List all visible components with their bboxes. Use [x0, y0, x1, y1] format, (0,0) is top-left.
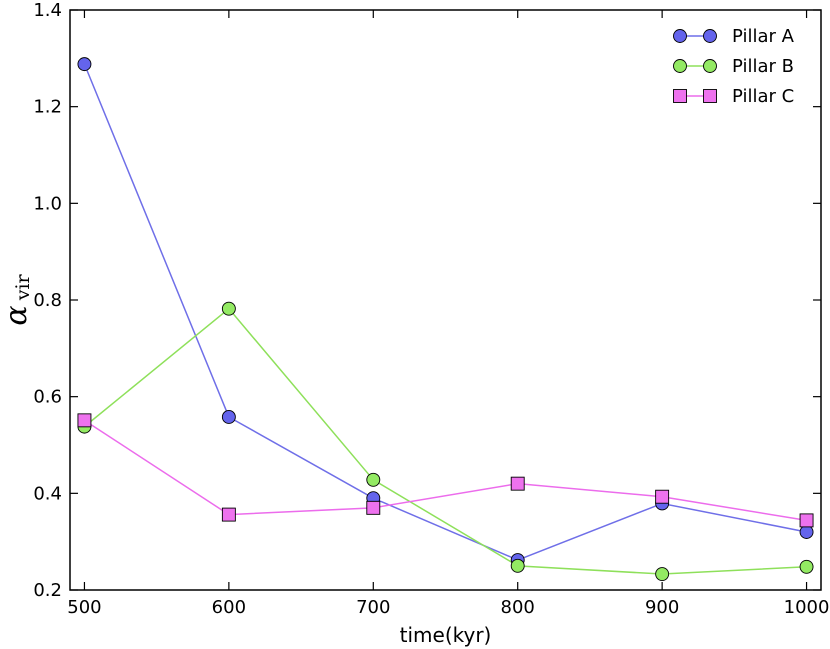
y-tick-label: 1.4	[33, 0, 62, 21]
x-tick-label: 900	[645, 597, 679, 618]
x-tick-labels: 500 600 700 800 900 1000	[67, 597, 829, 618]
data-point-pillar-c	[221, 507, 236, 522]
legend-marker-pillar-a	[703, 29, 717, 43]
series-line-pillar-b	[83, 307, 807, 575]
data-point-pillar-c	[77, 413, 92, 428]
y-tick-label: 0.4	[33, 483, 62, 504]
data-point-pillar-b	[510, 558, 525, 573]
x-axis-label: time(kyr)	[400, 623, 492, 647]
legend-marker-pillar-b	[673, 59, 687, 73]
data-point-pillar-a	[799, 525, 814, 539]
y-tick-label: 0.2	[33, 580, 62, 601]
series-lines	[83, 63, 807, 575]
y-tick-label: 1.2	[33, 97, 62, 118]
data-point-pillar-b	[799, 559, 814, 574]
legend-marker-pillar-c	[703, 89, 717, 103]
x-tick-label: 1000	[784, 597, 830, 618]
series-line-pillar-a	[83, 63, 807, 561]
legend-marker-pillar-c	[673, 89, 687, 103]
data-point-pillar-b	[221, 301, 236, 316]
y-tick-label: 1.0	[33, 193, 62, 214]
series-markers	[77, 57, 814, 581]
x-tick-label: 500	[67, 597, 101, 618]
legend: Pillar A Pillar B Pillar C	[673, 26, 795, 107]
data-point-pillar-c	[366, 500, 381, 515]
legend-label-pillar-a: Pillar A	[732, 26, 795, 47]
data-point-pillar-c	[799, 513, 814, 528]
y-axis-subscript: vir	[12, 273, 34, 301]
legend-label-pillar-c: Pillar C	[732, 86, 794, 107]
y-axis-symbol: α	[0, 305, 34, 325]
data-point-pillar-a	[77, 57, 92, 72]
y-tick-label: 0.8	[33, 290, 62, 311]
data-point-pillar-b	[655, 567, 670, 581]
legend-marker-pillar-a	[673, 29, 687, 43]
series-line-pillar-c	[84, 419, 807, 522]
y-axis-label: α vir	[0, 273, 34, 325]
legend-marker-pillar-b	[703, 59, 717, 73]
data-point-pillar-c	[510, 476, 525, 491]
data-point-pillar-c	[655, 489, 670, 504]
plot-frame	[69, 9, 822, 591]
legend-label-pillar-b: Pillar B	[732, 56, 794, 77]
y-tick-labels: 0.2 0.4 0.6 0.8 1.0 1.2 1.4	[33, 0, 62, 601]
y-tick-label: 0.6	[33, 387, 62, 408]
x-tick-label: 800	[501, 597, 535, 618]
x-tick-label: 600	[212, 597, 246, 618]
data-point-pillar-a	[221, 410, 236, 424]
x-tick-label: 700	[356, 597, 390, 618]
data-point-pillar-b	[366, 472, 381, 487]
